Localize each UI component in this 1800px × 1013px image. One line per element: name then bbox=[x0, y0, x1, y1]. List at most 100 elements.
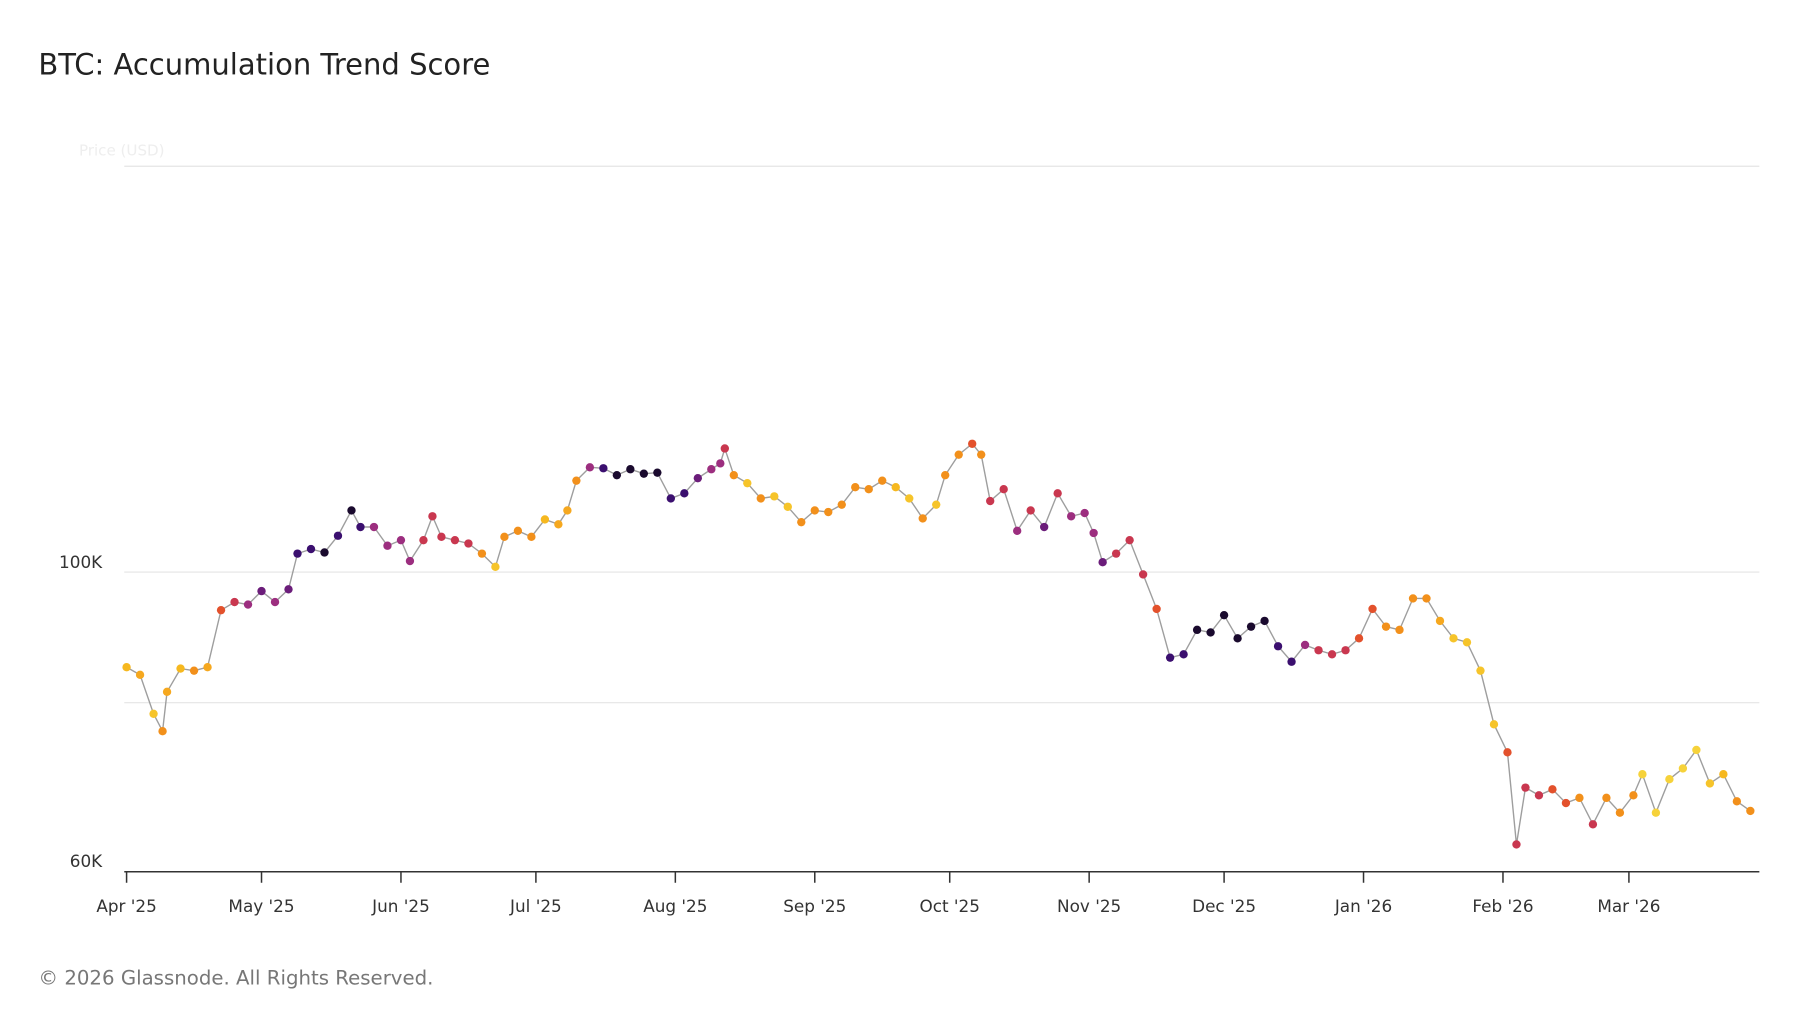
price-point bbox=[878, 476, 887, 485]
price-point bbox=[122, 663, 131, 672]
price-point bbox=[977, 450, 986, 459]
price-point bbox=[135, 670, 145, 680]
chart-title: BTC: Accumulation Trend Score bbox=[38, 47, 490, 81]
price-point bbox=[1548, 785, 1557, 794]
x-tick-label: Jun '25 bbox=[371, 896, 430, 916]
price-point bbox=[1476, 666, 1485, 675]
price-point bbox=[1719, 770, 1728, 779]
price-point bbox=[1273, 642, 1283, 651]
price-point bbox=[572, 476, 581, 485]
price-point bbox=[693, 473, 703, 483]
price-point bbox=[1534, 791, 1544, 800]
x-tick-label: Nov '25 bbox=[1057, 896, 1121, 916]
price-point bbox=[1053, 489, 1062, 498]
price-point bbox=[1098, 558, 1107, 567]
price-point bbox=[932, 500, 941, 509]
price-point bbox=[1287, 657, 1296, 666]
price-point bbox=[1152, 604, 1161, 614]
price-point bbox=[1206, 628, 1215, 637]
price-point bbox=[1341, 646, 1350, 655]
price-point bbox=[891, 483, 900, 492]
price-point bbox=[1314, 646, 1323, 655]
price-point bbox=[513, 526, 523, 535]
price-point bbox=[203, 663, 212, 672]
price-point bbox=[1013, 526, 1022, 535]
price-point bbox=[1260, 616, 1269, 626]
price-point bbox=[1512, 840, 1521, 849]
price-point bbox=[1125, 535, 1134, 545]
price-point bbox=[1588, 820, 1598, 829]
price-point bbox=[216, 605, 226, 615]
price-point bbox=[797, 517, 806, 527]
price-point bbox=[1651, 808, 1661, 817]
price-point bbox=[1381, 622, 1391, 631]
price-point bbox=[770, 492, 779, 501]
price-point bbox=[356, 522, 365, 532]
price-point bbox=[918, 514, 927, 523]
price-point bbox=[189, 666, 199, 675]
price-point bbox=[1602, 793, 1611, 803]
price-point bbox=[1395, 625, 1404, 635]
price-point bbox=[612, 470, 622, 480]
price-point bbox=[464, 539, 473, 548]
price-point bbox=[320, 548, 329, 557]
price-point bbox=[243, 600, 253, 609]
price-point bbox=[1233, 634, 1242, 643]
price-point bbox=[1692, 745, 1701, 755]
price-point bbox=[810, 506, 819, 515]
price-point bbox=[383, 541, 392, 550]
price-point bbox=[1026, 506, 1035, 515]
price-point bbox=[1089, 528, 1098, 538]
price-point bbox=[270, 597, 280, 607]
price-point bbox=[257, 586, 266, 596]
price-point bbox=[1705, 779, 1715, 788]
price-point bbox=[1678, 764, 1688, 773]
price-point bbox=[563, 506, 572, 515]
price-point bbox=[540, 515, 550, 524]
price-point bbox=[1179, 650, 1188, 659]
price-point bbox=[419, 535, 428, 545]
price-point bbox=[369, 522, 379, 532]
price-point bbox=[716, 459, 725, 468]
price-point bbox=[743, 478, 752, 488]
price-point bbox=[405, 556, 415, 566]
price-point bbox=[1503, 748, 1512, 757]
x-tick-label: Jul '25 bbox=[509, 896, 562, 916]
x-tick-label: Mar '26 bbox=[1597, 896, 1660, 916]
price-point bbox=[756, 494, 765, 503]
price-point bbox=[1746, 806, 1755, 816]
price-point bbox=[1300, 640, 1310, 650]
price-point bbox=[1422, 594, 1431, 603]
footer: © 2026 Glassnode. All Rights Reserved. bbox=[38, 967, 433, 990]
price-point bbox=[1638, 770, 1647, 779]
price-point bbox=[176, 664, 185, 673]
price-point bbox=[1354, 634, 1364, 643]
price-point bbox=[999, 485, 1008, 494]
price-point bbox=[347, 506, 356, 515]
price-point bbox=[837, 500, 846, 509]
price-point bbox=[1327, 650, 1337, 659]
price-point bbox=[1111, 549, 1121, 558]
price-point bbox=[554, 520, 563, 529]
price-point bbox=[599, 464, 608, 473]
x-tick-label: Dec '25 bbox=[1192, 896, 1256, 916]
price-point bbox=[1138, 570, 1148, 579]
price-point bbox=[149, 709, 158, 718]
price-point bbox=[720, 444, 729, 453]
price-point bbox=[1561, 798, 1571, 808]
x-tick-label: Aug '25 bbox=[643, 896, 707, 916]
price-point bbox=[1732, 797, 1742, 806]
price-point bbox=[824, 507, 833, 517]
price-point bbox=[1665, 775, 1674, 784]
price-point bbox=[986, 496, 995, 506]
price-point bbox=[437, 532, 446, 542]
price-point bbox=[1219, 611, 1229, 620]
price-point bbox=[1462, 638, 1472, 647]
price-point bbox=[851, 483, 860, 492]
price-point bbox=[783, 502, 792, 511]
x-tick-label: Apr '25 bbox=[96, 896, 157, 916]
price-point bbox=[491, 562, 500, 572]
y-tick-label: 100K bbox=[59, 552, 103, 572]
price-point bbox=[626, 465, 635, 474]
